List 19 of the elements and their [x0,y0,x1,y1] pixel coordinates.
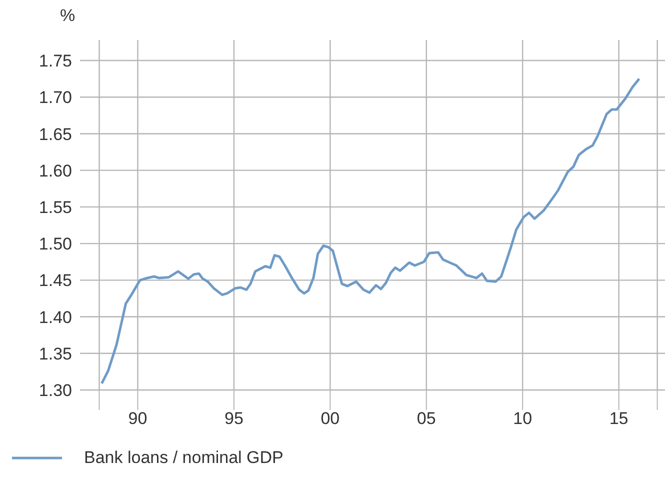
x-tick-label: 05 [416,409,436,428]
y-tick-label: 1.35 [38,344,72,364]
y-tick-label: 1.60 [38,161,72,180]
y-tick-label: 1.45 [38,271,72,290]
y-tick-label: 1.75 [38,52,72,71]
y-tick-label: 1.40 [38,308,72,327]
x-tick-label: 00 [320,409,340,428]
y-tick-label: 1.55 [38,198,72,217]
x-tick-label: 10 [513,409,532,428]
y-tick-label: 1.50 [38,234,72,254]
y-axis-title: % [60,6,76,26]
y-tick-label: 1.30 [38,381,72,400]
legend-label: Bank loans / nominal GDP [84,448,284,468]
line-series [100,78,640,385]
y-tick-label: 1.65 [38,124,72,144]
x-tick-label: 90 [128,409,148,428]
y-tick-label: 1.70 [38,88,72,108]
x-tick-label: 95 [224,409,244,428]
x-tick-label: 15 [609,409,628,428]
